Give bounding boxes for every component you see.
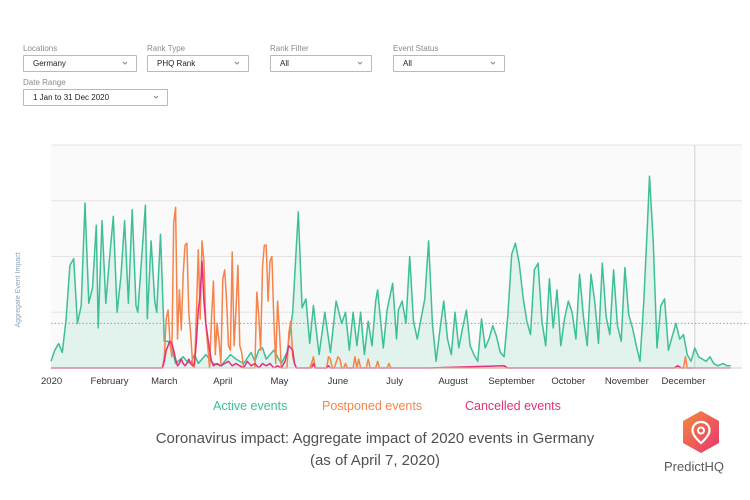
chevron-down-icon [153,95,159,99]
caption-line-1: Coronavirus impact: Aggregate impact of … [155,430,595,447]
x-tick-label: July [386,376,403,387]
impact-chart: 2020 February March April May June July August S… [0,140,750,390]
caption-line-2: (as of April 7, 2020) [309,452,441,469]
rank-type-filter: Rank Type PHQ Rank [147,44,249,72]
x-tick-label: April [213,376,232,387]
date-range-label: Date Range [23,78,66,87]
legend-cancelled: Cancelled events [465,399,561,413]
chevron-down-icon [357,61,363,65]
date-range-value: 1 Jan to 31 Dec 2020 [33,93,110,102]
rank-filter-label: Rank Filter [270,44,309,53]
impact-chart-svg: 2020 February March April May June July August S… [15,144,748,387]
y-axis-label: Aggregate Event Impact [15,252,22,327]
event-status-label: Event Status [393,44,439,53]
brand-name: PredictHQ [664,459,724,474]
event-status-value: All [403,59,412,68]
date-range-select[interactable]: 1 Jan to 31 Dec 2020 [23,89,168,106]
x-tick-label: September [488,376,534,387]
chevron-down-icon [490,61,496,65]
x-tick-label: June [328,376,349,387]
legend-active-label: Active events [213,399,288,413]
x-tick-label: October [551,376,585,387]
event-status-filter: Event Status All [393,44,505,72]
legend-active: Active events [213,399,287,413]
legend-cancelled-label: Cancelled events [465,399,561,413]
event-status-select[interactable]: All [393,55,505,72]
rank-filter-select[interactable]: All [270,55,372,72]
x-tick-label: March [151,376,177,387]
series-line-active [50,175,731,367]
series-area-active [51,176,731,368]
rank-filter-value: All [280,59,289,68]
x-tick-label: February [91,376,129,387]
x-tick-label: November [605,376,649,387]
legend-postponed: Postponed events [322,399,422,413]
locations-label: Locations [23,44,58,53]
locations-filter: Locations Germany [23,44,137,72]
series-line-postponed [51,206,693,369]
x-tick-label: August [438,376,468,387]
locations-value: Germany [33,59,66,68]
date-range-filter: Date Range 1 Jan to 31 Dec 2020 [23,78,168,106]
x-tick-label: May [270,376,288,387]
x-tick-label: 2020 [41,376,62,387]
chevron-down-icon [234,61,240,65]
rank-type-value: PHQ Rank [157,59,196,68]
chevron-down-icon [122,61,128,65]
locations-select[interactable]: Germany [23,55,137,72]
rank-filter-filter: Rank Filter All [270,44,372,72]
predicthq-logo-icon [683,411,719,453]
x-tick-label: December [662,376,706,387]
rank-type-select[interactable]: PHQ Rank [147,55,249,72]
rank-type-label: Rank Type [147,44,186,53]
legend-postponed-label: Postponed events [322,399,423,413]
chart-caption: Coronavirus impact: Aggregate impact of … [0,428,750,472]
